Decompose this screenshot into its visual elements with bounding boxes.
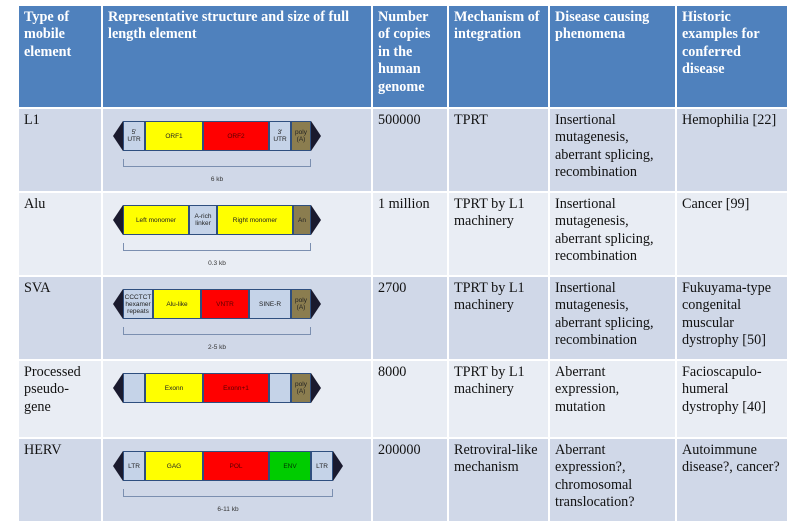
right-arrow-cap bbox=[311, 373, 321, 403]
size-bracket bbox=[123, 327, 311, 335]
segment-vntr: VNTR bbox=[201, 289, 249, 319]
segment-flank-right bbox=[269, 373, 291, 403]
cell-examples: Autoimmune disease?, cancer? bbox=[675, 437, 789, 523]
segment-exon-n1: Exonn+1 bbox=[203, 373, 269, 403]
segment-polya: poly (A) bbox=[291, 121, 311, 151]
cell-type: Alu bbox=[17, 191, 103, 277]
segment-a-rich-linker: A-rich linker bbox=[189, 205, 217, 235]
segment-orf2: ORF2 bbox=[203, 121, 269, 151]
segment-env: ENV bbox=[269, 451, 311, 481]
table-row-alu: Alu Left monomer A-rich linker Right mon… bbox=[17, 191, 789, 277]
segment-pol: POL bbox=[203, 451, 269, 481]
cell-mechanism: TPRT bbox=[447, 107, 550, 193]
cell-copies: 1 million bbox=[371, 191, 449, 277]
segment-sine-r: SINE-R bbox=[249, 289, 291, 319]
table-row-pseudogene: Processed pseudo-gene Exonn Exonn+1 poly… bbox=[17, 359, 789, 439]
cell-type: SVA bbox=[17, 275, 103, 361]
structure-diagram-alu: Left monomer A-rich linker Right monomer… bbox=[111, 205, 351, 267]
cell-copies: 500000 bbox=[371, 107, 449, 193]
header-phenomena: Disease causing phenomena bbox=[548, 4, 677, 109]
segment-exon-n: Exonn bbox=[145, 373, 203, 403]
header-examples: Historic examples for conferred disease bbox=[675, 4, 789, 109]
size-label: 6-11 kb bbox=[217, 506, 239, 513]
left-arrow-cap bbox=[113, 373, 123, 403]
segment-polya: poly (A) bbox=[291, 289, 311, 319]
header-structure: Representative structure and size of ful… bbox=[101, 4, 373, 109]
cell-examples: Facioscapulo-humeral dystrophy [40] bbox=[675, 359, 789, 439]
cell-examples: Fukuyama-type congenital muscular dystro… bbox=[675, 275, 789, 361]
segment-polya: poly (A) bbox=[291, 373, 311, 403]
segment-ltr-right: LTR bbox=[311, 451, 333, 481]
structure-diagram-sva: CCCTCT hexamer repeats Alu-like VNTR SIN… bbox=[111, 289, 351, 351]
right-arrow-cap bbox=[333, 451, 343, 481]
table-row-l1: L1 5' UTR ORF1 ORF2 3' UTR poly (A) 6 kb… bbox=[17, 107, 789, 193]
cell-type: L1 bbox=[17, 107, 103, 193]
cell-structure: CCCTCT hexamer repeats Alu-like VNTR SIN… bbox=[101, 275, 373, 361]
table-row-herv: HERV LTR GAG POL ENV LTR 6-11 kb 200000 … bbox=[17, 437, 789, 523]
cell-structure: Left monomer A-rich linker Right monomer… bbox=[101, 191, 373, 277]
cell-mechanism: TPRT by L1 machinery bbox=[447, 191, 550, 277]
size-label: 2-5 kb bbox=[207, 344, 227, 351]
left-arrow-cap bbox=[113, 289, 123, 319]
cell-copies: 2700 bbox=[371, 275, 449, 361]
size-bracket bbox=[123, 243, 311, 251]
size-bracket bbox=[123, 489, 333, 497]
cell-examples: Cancer [99] bbox=[675, 191, 789, 277]
cell-structure: Exonn Exonn+1 poly (A) bbox=[101, 359, 373, 439]
segment-hexamer-repeats: CCCTCT hexamer repeats bbox=[123, 289, 153, 319]
left-arrow-cap bbox=[113, 205, 123, 235]
left-arrow-cap bbox=[113, 121, 123, 151]
cell-copies: 200000 bbox=[371, 437, 449, 523]
cell-type: Processed pseudo-gene bbox=[17, 359, 103, 439]
header-type: Type of mobile element bbox=[17, 4, 103, 109]
right-arrow-cap bbox=[311, 205, 321, 235]
segment-an: An bbox=[293, 205, 311, 235]
cell-mechanism: Retroviral-like mechanism bbox=[447, 437, 550, 523]
size-bracket bbox=[123, 159, 311, 167]
cell-phenomena: Insertional mutagenesis, aberrant splici… bbox=[548, 275, 677, 361]
cell-mechanism: TPRT by L1 machinery bbox=[447, 275, 550, 361]
structure-diagram-l1: 5' UTR ORF1 ORF2 3' UTR poly (A) 6 kb bbox=[111, 121, 351, 183]
segment-flank-left bbox=[123, 373, 145, 403]
cell-type: HERV bbox=[17, 437, 103, 523]
header-copies: Number of copies in the human genome bbox=[371, 4, 449, 109]
segment-3utr: 3' UTR bbox=[269, 121, 291, 151]
cell-phenomena: Aberrant expression?, chromosomal transl… bbox=[548, 437, 677, 523]
cell-examples: Hemophilia [22] bbox=[675, 107, 789, 193]
cell-phenomena: Insertional mutagenesis, aberrant splici… bbox=[548, 107, 677, 193]
segment-gag: GAG bbox=[145, 451, 203, 481]
cell-phenomena: Aberrant expression, mutation bbox=[548, 359, 677, 439]
segment-ltr-left: LTR bbox=[123, 451, 145, 481]
segment-right-monomer: Right monomer bbox=[217, 205, 293, 235]
right-arrow-cap bbox=[311, 289, 321, 319]
header-mechanism: Mechanism of integration bbox=[447, 4, 550, 109]
right-arrow-cap bbox=[311, 121, 321, 151]
cell-mechanism: TPRT by L1 machinery bbox=[447, 359, 550, 439]
header-row: Type of mobile element Representative st… bbox=[17, 4, 789, 109]
table-row-sva: SVA CCCTCT hexamer repeats Alu-like VNTR… bbox=[17, 275, 789, 361]
segment-alu-like: Alu-like bbox=[153, 289, 201, 319]
structure-diagram-pseudogene: Exonn Exonn+1 poly (A) bbox=[111, 373, 351, 435]
segment-left-monomer: Left monomer bbox=[123, 205, 189, 235]
cell-structure: LTR GAG POL ENV LTR 6-11 kb bbox=[101, 437, 373, 523]
segment-orf1: ORF1 bbox=[145, 121, 203, 151]
size-label: 0.3 kb bbox=[208, 260, 226, 267]
size-label: 6 kb bbox=[210, 176, 224, 183]
cell-structure: 5' UTR ORF1 ORF2 3' UTR poly (A) 6 kb bbox=[101, 107, 373, 193]
left-arrow-cap bbox=[113, 451, 123, 481]
mobile-elements-table: Type of mobile element Representative st… bbox=[17, 4, 789, 523]
cell-phenomena: Insertional mutagenesis, aberrant splici… bbox=[548, 191, 677, 277]
cell-copies: 8000 bbox=[371, 359, 449, 439]
segment-5utr: 5' UTR bbox=[123, 121, 145, 151]
structure-diagram-herv: LTR GAG POL ENV LTR 6-11 kb bbox=[111, 451, 351, 513]
